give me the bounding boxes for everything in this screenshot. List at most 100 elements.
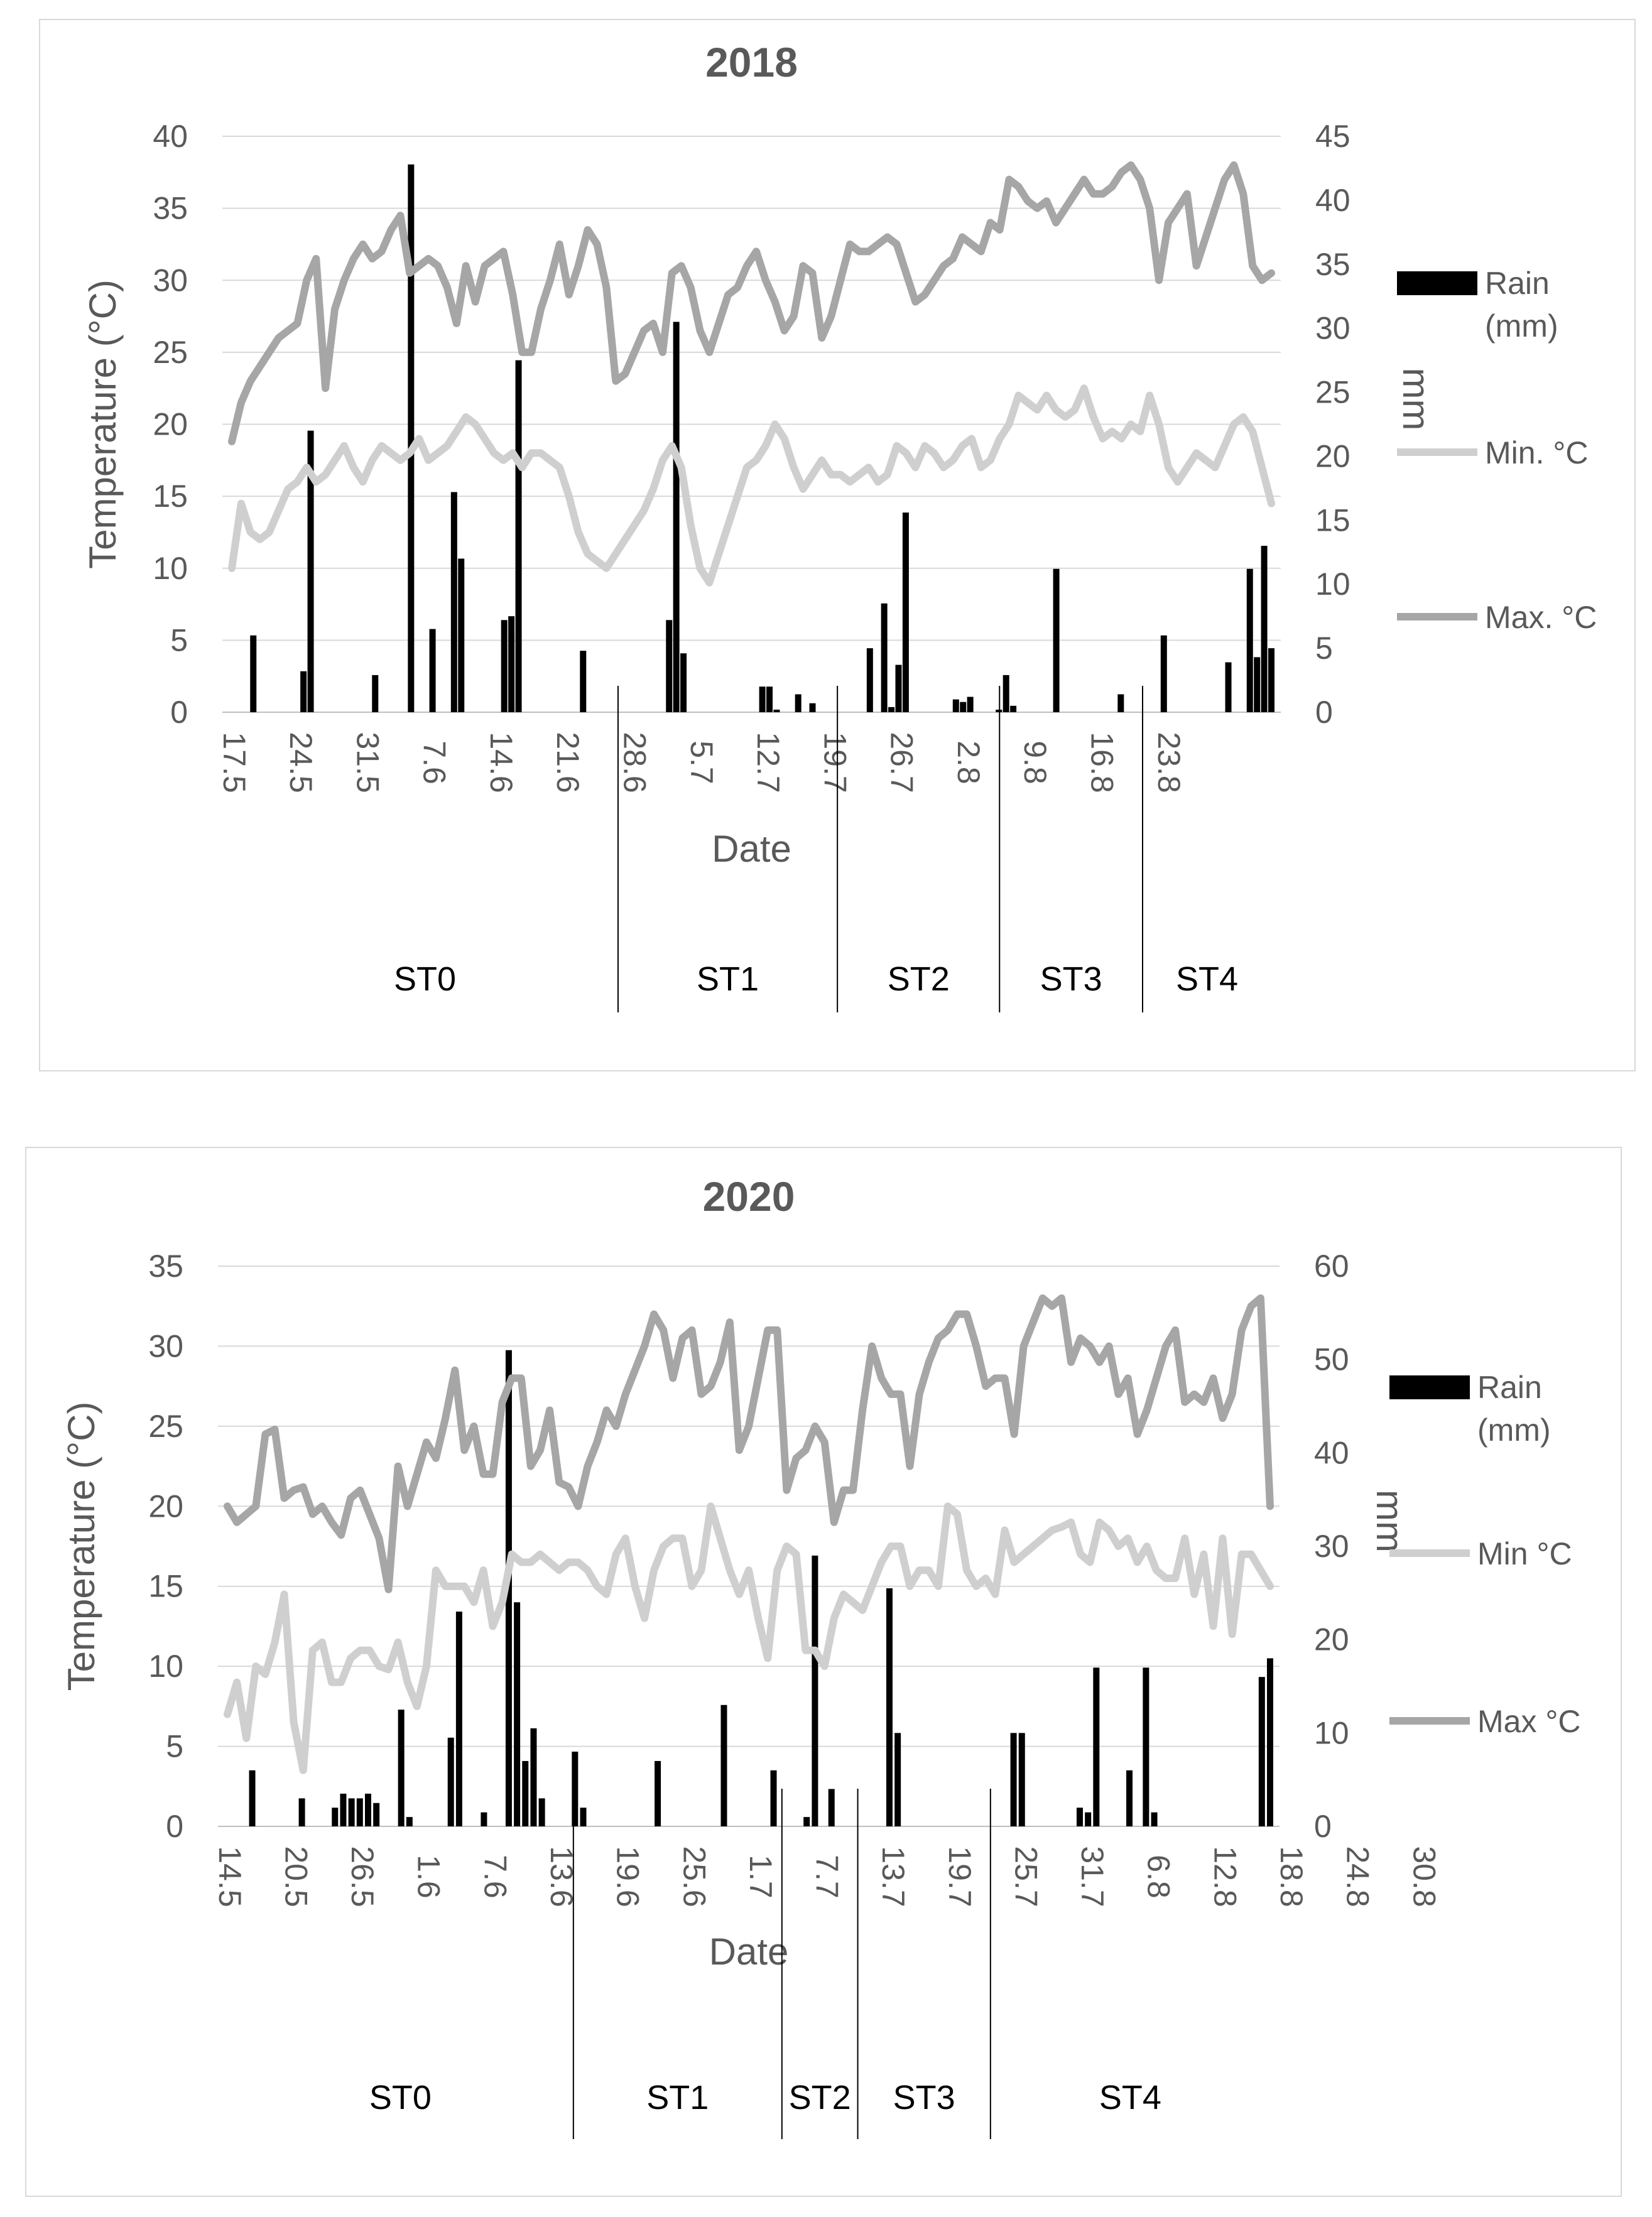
rain-bar — [1018, 1733, 1025, 1826]
rain-bar — [508, 616, 515, 712]
stage-label: ST0 — [394, 960, 456, 998]
chart-title: 2018 — [705, 39, 798, 85]
x-tick-label: 1.6 — [411, 1855, 447, 1899]
x-tick-label: 23.8 — [1151, 732, 1187, 793]
rain-bar — [680, 653, 687, 712]
rain-bar — [1254, 657, 1261, 712]
chart-2020-panel: 2020 0 5 10 15 20 25 30 35 0 10 20 30 40 50 60 14.5 20.5 2… — [25, 1147, 1622, 2197]
rain-bar — [1151, 1812, 1158, 1826]
rain-bar — [673, 322, 680, 712]
y-tick-label: 15 — [153, 479, 188, 514]
rain-bar — [655, 1760, 661, 1826]
rain-bar — [770, 1770, 777, 1826]
legend-label: Min °C — [1477, 1536, 1572, 1571]
chart-2020: 2020 0 5 10 15 20 25 30 35 0 10 20 30 40 50 60 14.5 20.5 2… — [60, 1173, 1580, 2139]
rain-bar — [249, 1770, 256, 1826]
max-temp-line — [228, 161, 1275, 445]
x-tick-label: 24.8 — [1340, 1846, 1376, 1907]
rain-bar — [828, 1789, 835, 1826]
rain-bar — [967, 697, 974, 712]
y-tick-label: 30 — [148, 1328, 183, 1363]
x-axis-title: Date — [712, 828, 791, 870]
rain-bar — [307, 430, 314, 712]
x-tick-label: 26.7 — [884, 732, 920, 793]
y2-tick-label: 10 — [1315, 566, 1350, 602]
y2-tick-label: 0 — [1314, 1809, 1332, 1844]
rain-bar — [429, 629, 436, 712]
rain-bar — [1267, 1658, 1273, 1826]
x-tick-label: 30.8 — [1406, 1846, 1442, 1907]
x-tick-label: 12.8 — [1207, 1846, 1242, 1907]
chart-2018-panel: 2018 0 5 10 15 20 25 30 35 40 0 5 10 15 20 25 30 35 40 45 17… — [39, 19, 1636, 1071]
rain-bar — [773, 709, 780, 712]
rain-bar — [450, 492, 457, 712]
x-axis-title: Date — [709, 1931, 789, 1973]
x-tick-label: 13.7 — [876, 1846, 911, 1907]
stage-label: ST1 — [646, 2079, 709, 2117]
rain-bar — [1003, 675, 1009, 712]
y-tick-label: 20 — [148, 1488, 183, 1524]
rain-bar — [447, 1737, 454, 1826]
x-tick-label: 2.8 — [951, 740, 986, 784]
rain-bar — [458, 558, 465, 712]
rain-bar — [886, 1588, 893, 1826]
rain-bar — [408, 164, 415, 712]
rain-bar — [455, 1612, 462, 1826]
rain-bar — [766, 686, 773, 712]
rain-bar — [356, 1798, 363, 1826]
x-tick-label: 26.5 — [345, 1846, 380, 1907]
y2-tick-label: 40 — [1314, 1435, 1349, 1470]
rain-bar — [373, 1802, 380, 1826]
y-tick-label: 10 — [148, 1649, 183, 1684]
rain-bar — [1268, 648, 1274, 712]
x-tick-label: 17.5 — [217, 732, 252, 793]
y2-tick-label: 40 — [1315, 183, 1350, 218]
min-temp-line — [224, 1502, 1274, 1774]
rain-bar — [888, 707, 895, 712]
y2-axis-title: mm — [1395, 368, 1437, 431]
y2-tick-label: 50 — [1314, 1342, 1349, 1377]
rain-bar — [398, 1710, 405, 1826]
y2-tick-label: 20 — [1315, 438, 1350, 474]
y2-tick-label: 35 — [1315, 247, 1350, 282]
chart-title: 2020 — [703, 1173, 795, 1220]
rain-bar — [720, 1705, 727, 1826]
x-tick-label: 16.8 — [1084, 732, 1119, 793]
x-tick-label: 1.7 — [743, 1855, 778, 1899]
rain-bar — [902, 512, 909, 712]
y-axis-title: Temperature (°C) — [60, 1402, 102, 1691]
x-tick-label: 7.7 — [810, 1855, 845, 1899]
x-tick-label: 5.7 — [684, 740, 719, 784]
stage-label: ST3 — [893, 2079, 955, 2117]
x-tick-label: 9.8 — [1018, 740, 1053, 784]
x-tick-label: 7.6 — [417, 740, 452, 784]
x-tick-label: 21.6 — [550, 732, 585, 793]
y-tick-label: 0 — [170, 695, 188, 730]
rain-bar — [501, 620, 508, 712]
x-tick-label: 19.7 — [817, 732, 852, 793]
rain-bar — [960, 702, 967, 712]
min-temp-line — [228, 384, 1275, 587]
x-tick-label: 14.5 — [212, 1846, 247, 1907]
chart-2018: 2018 0 5 10 15 20 25 30 35 40 0 5 10 15 20 25 30 35 40 45 17… — [82, 39, 1597, 1012]
rain-bar — [1143, 1667, 1149, 1826]
x-tick-label: 20.5 — [278, 1846, 313, 1907]
x-tick-label: 31.7 — [1075, 1846, 1110, 1907]
rain-bar — [522, 1760, 529, 1826]
rain-bar — [364, 1793, 371, 1826]
x-tick-label: 19.6 — [611, 1846, 646, 1907]
y2-tick-label: 25 — [1315, 375, 1350, 410]
rain-bar — [1093, 1667, 1100, 1826]
rain-bar — [1053, 568, 1060, 712]
stage-label: ST0 — [369, 2079, 432, 2117]
rain-bar — [514, 1602, 521, 1826]
stage-label: ST4 — [1099, 2079, 1161, 2117]
legend-label: Min. °C — [1485, 435, 1588, 470]
rain-bar — [812, 1555, 818, 1826]
y-tick-label: 30 — [153, 263, 188, 298]
legend-rain-swatch — [1397, 271, 1477, 295]
x-tick-label: 24.5 — [283, 732, 318, 793]
legend-label: Rain (mm) — [1485, 266, 1558, 344]
rain-bar — [803, 1817, 810, 1826]
rain-bar — [1225, 662, 1232, 712]
